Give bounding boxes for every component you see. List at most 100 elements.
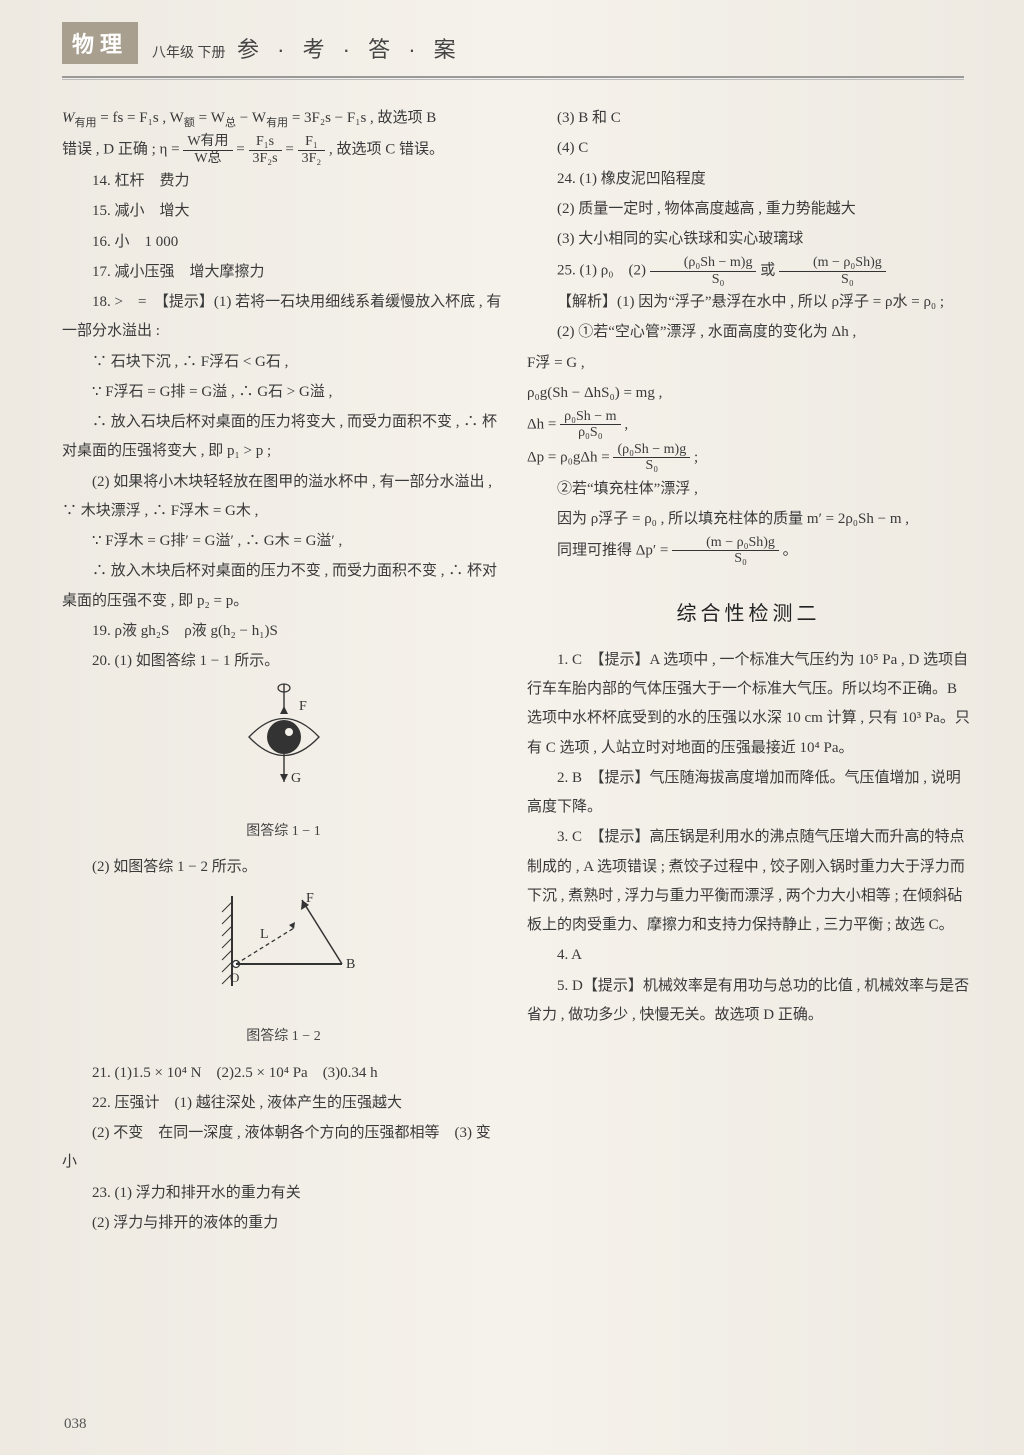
eq-text: = 3F₂s − F₁s , 故选项 B (288, 110, 436, 126)
eq-text: Δp = ρ₀gΔh = (527, 449, 613, 465)
header-rule (62, 76, 964, 78)
fraction: F₁3F₂ (298, 134, 326, 166)
svg-text:O: O (230, 970, 239, 985)
numerator: ρ₀Sh − m (560, 409, 620, 425)
eq-text: = (236, 142, 248, 158)
eq-text: , 故选项 C 错误。 (329, 142, 444, 158)
eq-text: 25. (1) ρ₀ (2) (557, 263, 650, 279)
item-25-2c: ρ₀g(Sh − ΔhS₀) = mg , (527, 379, 970, 408)
eq-text: ; (694, 449, 698, 465)
subheader: 八年级 下册 参 · 考 · 答 · 案 (152, 32, 462, 64)
numerator: (ρ₀Sh − m)g (613, 442, 690, 458)
denominator: 3F₂s (249, 151, 282, 166)
grade-text: 八年级 下册 (152, 46, 226, 61)
item-15: 15. 减小 增大 (62, 197, 505, 226)
fraction: W有用W总 (183, 134, 232, 166)
item-23d: (4) C (527, 134, 970, 163)
t2-item-4: 4. A (527, 941, 970, 970)
page-number: 038 (64, 1416, 87, 1433)
eq-text: − W (236, 110, 266, 126)
denominator: S₀ (650, 272, 757, 287)
numerator: W有用 (183, 134, 232, 150)
denominator: ρ₀S₀ (560, 425, 620, 440)
item-19: 19. ρ液 gh₂S ρ液 g(h₂ − h₁)S (62, 617, 505, 646)
figure-1: F G (62, 682, 505, 803)
item-25-2d: Δh = ρ₀Sh − mρ₀S₀ , (527, 409, 970, 441)
item-16: 16. 小 1 000 (62, 228, 505, 257)
t2-item-3: 3. C 【提示】高压锅是利用水的沸点随气压增大而升高的特点制成的 , A 选项… (527, 823, 970, 940)
item-25-2a: (2) ①若“空心管”漂浮 , 水面高度的变化为 Δh , (527, 318, 970, 347)
item-18f: ∵ F浮木 = G排′ = G溢′ , ∴ G木 = G溢′ , (62, 527, 505, 556)
item-17: 17. 减小压强 增大摩擦力 (62, 258, 505, 287)
numerator: (m − ρ₀Sh)g (779, 255, 886, 271)
columns: W有用 = fs = F₁s , W额 = W总 − W有用 = 3F₂s − … (0, 80, 1024, 1239)
t2-item-2: 2. B 【提示】气压随海拔高度增加而降低。气压值增加 , 说明高度下降。 (527, 764, 970, 823)
item-18c: ∵ F浮石 = G排 = G溢 , ∴ G石 > G溢 , (62, 378, 505, 407)
item-24c: (3) 大小相同的实心铁球和实心玻璃球 (527, 225, 970, 254)
header-title: 参 · 考 · 答 · 案 (237, 37, 462, 62)
svg-text:L: L (260, 927, 269, 942)
right-column: (3) B 和 C (4) C 24. (1) 橡皮泥凹陷程度 (2) 质量一定… (527, 104, 970, 1239)
numerator: (m − ρ₀Sh)g (672, 535, 779, 551)
item-25-2f: ②若“填充柱体”漂浮 , (527, 475, 970, 504)
item-23b: (2) 浮力与排开的液体的重力 (62, 1209, 505, 1238)
numerator: F₁s (249, 134, 282, 150)
subject-badge: 物理 (62, 22, 138, 64)
item-22: 22. 压强计 (1) 越往深处 , 液体产生的压强越大 (62, 1089, 505, 1118)
fig1-label-F: F (299, 699, 307, 714)
eq-text: Δh = (527, 416, 560, 432)
item-24a: 24. (1) 橡皮泥凹陷程度 (527, 165, 970, 194)
denominator: S₀ (779, 272, 886, 287)
fraction: (m − ρ₀Sh)gS₀ (779, 255, 886, 287)
fraction: (m − ρ₀Sh)gS₀ (672, 535, 779, 567)
left-column: W有用 = fs = F₁s , W额 = W总 − W有用 = 3F₂s − … (62, 104, 505, 1239)
svg-text:B: B (346, 957, 355, 972)
figure-1-label: 图答综 1 − 1 (62, 818, 505, 845)
fraction: (ρ₀Sh − m)gS₀ (613, 442, 690, 474)
item-23a: 23. (1) 浮力和排开水的重力有关 (62, 1179, 505, 1208)
item-23c: (3) B 和 C (527, 104, 970, 133)
fraction: F₁s3F₂s (249, 134, 282, 166)
ans-intro-line2: 错误 , D 正确 ; η = W有用W总 = F₁s3F₂s = F₁3F₂ … (62, 134, 505, 166)
item-18d: ∴ 放入石块后杯对桌面的压力将变大 , 而受力面积不变 , ∴ 杯对桌面的压强将… (62, 408, 505, 467)
eq-text: = (285, 142, 297, 158)
item-20b: (2) 如图答综 1 − 2 所示。 (62, 853, 505, 882)
svg-text:F: F (306, 891, 314, 906)
eq-text: 同理可推得 Δp′ = (557, 542, 672, 558)
eq-text: 。 (783, 542, 798, 558)
figure-2-label: 图答综 1 − 2 (62, 1023, 505, 1050)
denominator: 3F₂ (298, 151, 326, 166)
item-14: 14. 杠杆 费力 (62, 167, 505, 196)
t2-item-5: 5. D【提示】机械效率是有用功与总功的比值 , 机械效率与是否省力 , 做功多… (527, 972, 970, 1031)
sub: 额 (184, 117, 195, 129)
eq-text: 或 (760, 263, 775, 279)
item-25-2g: 因为 ρ浮子 = ρ₀ , 所以填充柱体的质量 m′ = 2ρ₀Sh − m , (527, 505, 970, 534)
denominator: S₀ (613, 458, 690, 473)
page: 物理 八年级 下册 参 · 考 · 答 · 案 W有用 = fs = F₁s ,… (0, 0, 1024, 1455)
item-18: 18. > = 【提示】(1) 若将一石块用细线系着缓慢放入杯底 , 有一部分水… (62, 288, 505, 347)
item-18e: (2) 如果将小木块轻轻放在图甲的溢水杯中 , 有一部分水溢出 , ∵ 木块漂浮… (62, 468, 505, 527)
eq-text: = W (195, 110, 225, 126)
section-title-2: 综合性检测二 (527, 595, 970, 634)
eq-text: 错误 , D 正确 ; η = (62, 142, 183, 158)
denominator: W总 (183, 151, 232, 166)
eq-text: , (624, 416, 628, 432)
item-25-2b: F浮 = G , (527, 349, 970, 378)
fraction: (ρ₀Sh − m)gS₀ (650, 255, 757, 287)
item-18g: ∴ 放入木块后杯对桌面的压力不变 , 而受力面积不变 , ∴ 杯对桌面的压强不变… (62, 557, 505, 616)
sub: 总 (225, 117, 236, 129)
sub: 有用 (75, 117, 97, 129)
sub: 有用 (266, 117, 288, 129)
numerator: (ρ₀Sh − m)g (650, 255, 757, 271)
header: 物理 八年级 下册 参 · 考 · 答 · 案 (0, 0, 1024, 72)
fraction: ρ₀Sh − mρ₀S₀ (560, 409, 620, 441)
denominator: S₀ (672, 551, 779, 566)
item-25-hint: 【解析】(1) 因为“浮子”悬浮在水中 , 所以 ρ浮子 = ρ水 = ρ₀ ; (527, 288, 970, 317)
item-24b: (2) 质量一定时 , 物体高度越高 , 重力势能越大 (527, 195, 970, 224)
numerator: F₁ (298, 134, 326, 150)
fig1-label-G: G (291, 771, 301, 786)
item-21: 21. (1)1.5 × 10⁴ N (2)2.5 × 10⁴ Pa (3)0.… (62, 1059, 505, 1088)
item-25a: 25. (1) ρ₀ (2) (ρ₀Sh − m)gS₀ 或 (m − ρ₀Sh… (527, 255, 970, 287)
t2-item-1: 1. C 【提示】A 选项中 , 一个标准大气压约为 10⁵ Pa , D 选项… (527, 646, 970, 763)
figure-2: O B F L (62, 888, 505, 1009)
